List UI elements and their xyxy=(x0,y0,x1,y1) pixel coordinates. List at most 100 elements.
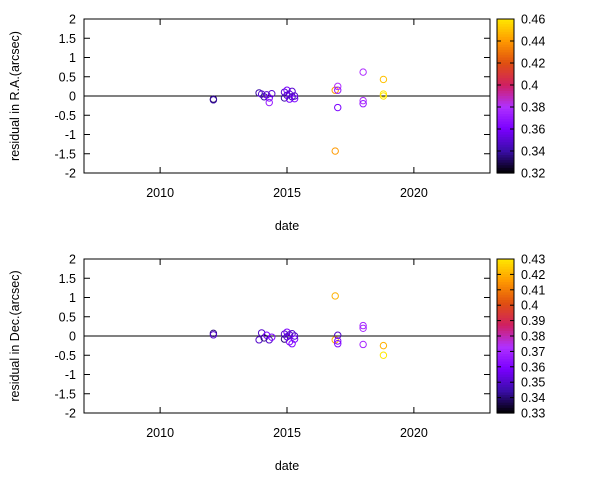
colorbar-segment xyxy=(497,341,514,345)
colorbar-segment xyxy=(497,103,514,107)
colorbar-segment xyxy=(497,287,514,291)
data-point xyxy=(334,337,342,345)
y-axis-label: residual in R.A.(arcsec) xyxy=(8,31,22,161)
colorbar-segment xyxy=(497,47,514,51)
colorbar-segment xyxy=(497,305,514,309)
data-point xyxy=(290,94,299,103)
colorbar-segment xyxy=(497,83,514,87)
data-point xyxy=(359,321,367,330)
data-point xyxy=(255,336,263,344)
colorbar-segment xyxy=(497,165,514,169)
colorbar-tick-label: 0.42 xyxy=(521,57,545,71)
x-tick-label: 2020 xyxy=(400,426,428,440)
colorbar-segment xyxy=(497,294,514,299)
colorbar-segment xyxy=(497,400,514,404)
colorbar-segment xyxy=(497,170,514,174)
colorbar-segment xyxy=(497,113,514,118)
colorbar-segment xyxy=(497,336,514,340)
y-tick-label: 2 xyxy=(69,13,76,27)
colorbar-segment xyxy=(497,323,514,327)
colorbar-segment xyxy=(497,259,514,263)
data-point xyxy=(334,331,342,339)
colorbar-segment xyxy=(497,284,514,288)
data-point xyxy=(359,340,367,349)
colorbar-segment xyxy=(497,279,514,283)
colorbar-segment xyxy=(497,266,514,270)
colorbar-segment xyxy=(497,276,514,281)
colorbar-frame xyxy=(496,18,515,174)
colorbar-segment xyxy=(497,24,514,28)
data-point xyxy=(359,96,367,105)
colorbar-segment xyxy=(497,330,514,335)
data-point xyxy=(268,333,276,341)
colorbar-segment xyxy=(497,325,514,329)
colorbar-segment xyxy=(497,364,514,368)
colorbar-segment xyxy=(497,124,514,128)
data-point xyxy=(209,331,218,339)
colorbar-segment xyxy=(497,264,514,268)
colorbar-segment xyxy=(497,366,514,370)
colorbar-segment xyxy=(497,410,514,414)
y-tick-label: -0.5 xyxy=(54,349,76,363)
colorbar-segment xyxy=(497,315,514,319)
colorbar-tick-label: 0.34 xyxy=(521,391,545,405)
colorbar-segment xyxy=(497,44,514,48)
colorbar-tick-label: 0.38 xyxy=(521,330,545,344)
colorbar-segment xyxy=(497,271,514,275)
data-point xyxy=(265,94,273,102)
colorbar-tick-label: 0.37 xyxy=(521,345,545,359)
data-point xyxy=(334,82,342,91)
x-tick-label: 2015 xyxy=(273,186,301,200)
colorbar-segment xyxy=(497,21,514,25)
colorbar-tick-label: 0.41 xyxy=(521,283,545,297)
data-point xyxy=(209,96,218,104)
colorbar-tick-label: 0.35 xyxy=(521,376,545,390)
colorbar-segment xyxy=(497,80,514,84)
x-tick-label: 2020 xyxy=(400,186,428,200)
colorbar-segment xyxy=(497,67,514,71)
colorbar-segment xyxy=(497,338,514,342)
colorbar-segment xyxy=(497,70,514,74)
colorbar-segment xyxy=(497,98,514,102)
colorbar-tick-label: 0.42 xyxy=(521,268,545,282)
data-point xyxy=(379,92,388,100)
colorbar-tick-label: 0.4 xyxy=(521,299,538,313)
y-tick-label: 0 xyxy=(69,90,76,104)
y-tick-label: 2 xyxy=(69,253,76,267)
data-point xyxy=(359,324,367,332)
colorbar-segment xyxy=(497,31,514,35)
colorbar-segment xyxy=(497,108,514,112)
colorbar-segment xyxy=(497,19,514,23)
y-tick-label: -1.5 xyxy=(54,387,76,401)
data-point xyxy=(331,147,339,155)
colorbar-segment xyxy=(497,121,514,125)
colorbar-segment xyxy=(497,374,514,378)
y-axis-label: residual in Dec.(arcsec) xyxy=(8,270,22,401)
colorbar-segment xyxy=(497,307,514,311)
colorbar-segment xyxy=(497,382,514,386)
colorbar-segment xyxy=(497,62,514,66)
colorbar-segment xyxy=(497,29,514,33)
colorbar-segment xyxy=(497,52,514,56)
colorbar-segment xyxy=(497,302,514,306)
colorbar-segment xyxy=(497,387,514,391)
y-tick-label: -0.5 xyxy=(54,109,76,123)
colorbar-segment xyxy=(497,93,514,97)
colorbar-tick-label: 0.43 xyxy=(521,253,545,267)
colorbar-segment xyxy=(497,377,514,381)
colorbar-segment xyxy=(497,54,514,59)
colorbar-segment xyxy=(497,131,514,136)
colorbar-segment xyxy=(497,343,514,347)
data-point xyxy=(283,86,291,94)
colorbar-tick-label: 0.34 xyxy=(521,145,545,159)
colorbar-segment xyxy=(497,359,514,363)
chart-panel-2: 2 1.5 1 0.5 0 -0.5 -1 -1.5 -2 2010 2015 2020 date res… xyxy=(8,253,545,474)
data-point xyxy=(334,103,342,112)
colorbar-segment xyxy=(497,39,514,43)
colorbar: 0.46 0.44 0.42 0.4 0.38 0.36 0.34 0.32 xyxy=(496,13,545,181)
colorbar-tick-label: 0.44 xyxy=(521,35,545,49)
colorbar-tick-label: 0.4 xyxy=(521,79,538,93)
colorbar-segment xyxy=(497,160,514,164)
colorbar-segment xyxy=(497,155,514,159)
data-point xyxy=(290,92,299,100)
